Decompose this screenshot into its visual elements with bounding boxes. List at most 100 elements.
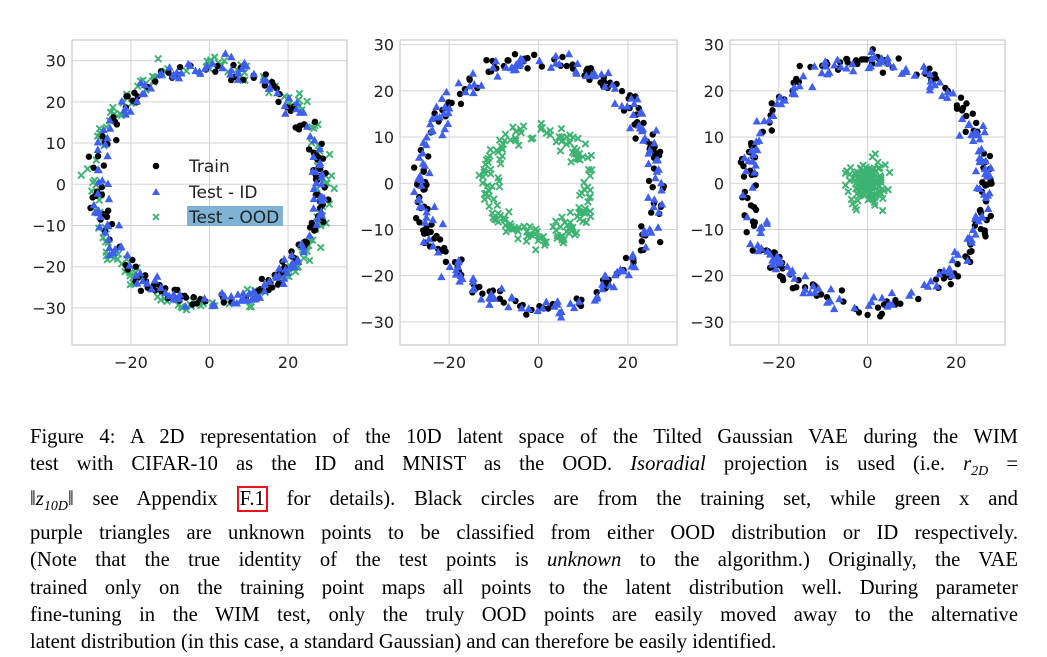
test-id-point — [833, 55, 842, 64]
test-id-point — [752, 137, 761, 145]
test-ood-point — [868, 165, 877, 174]
train-point — [915, 295, 922, 303]
test-id-point — [657, 199, 667, 208]
test-id-point — [790, 82, 799, 91]
train-point — [823, 293, 831, 301]
test-id-point — [564, 49, 574, 58]
test-ood-point — [546, 131, 555, 139]
train-point — [90, 164, 97, 171]
test-ood-point — [492, 146, 501, 155]
test-id-point — [421, 218, 430, 226]
test-id-point — [437, 272, 446, 281]
test-id-point — [136, 268, 145, 277]
test-id-point — [317, 173, 326, 181]
test-ood-point — [568, 148, 577, 157]
test-id-point — [174, 73, 184, 82]
test-id-point — [442, 87, 451, 96]
test-id-point — [657, 178, 666, 187]
train-point — [274, 281, 282, 288]
test-ood-point — [584, 165, 593, 174]
test-id-point — [99, 125, 108, 134]
train-point — [982, 233, 989, 240]
test-id-point — [114, 220, 124, 229]
test-ood-point — [881, 161, 890, 169]
train-point — [320, 218, 327, 225]
test-id-point — [835, 294, 844, 303]
test-id-point — [610, 99, 620, 107]
test-id-point — [932, 281, 941, 290]
appendix-link[interactable]: F.1 — [236, 485, 268, 512]
test-id-point — [410, 187, 419, 195]
test-ood-point — [867, 194, 876, 202]
test-id-point — [260, 286, 269, 295]
test-ood-point — [478, 179, 487, 187]
test-ood-point — [492, 216, 501, 224]
train-point — [287, 107, 294, 115]
test-id-point — [757, 244, 766, 252]
test-id-point — [465, 82, 474, 90]
train-point — [98, 183, 106, 191]
test-ood-point — [77, 171, 86, 180]
test-id-point — [309, 194, 319, 203]
test-id-point — [419, 237, 428, 246]
x-tick-label: 20 — [278, 353, 298, 372]
test-id-point — [870, 52, 879, 61]
test-id-point — [429, 241, 438, 250]
train-point — [648, 209, 655, 216]
train-point — [152, 78, 159, 85]
test-id-point — [444, 108, 453, 117]
test-id-point — [848, 59, 857, 68]
test-id-point — [317, 208, 326, 217]
train-point — [129, 256, 136, 264]
test-id-point — [440, 124, 449, 133]
test-ood-point — [502, 227, 511, 236]
test-ood-point — [497, 142, 506, 151]
test-ood-point — [483, 181, 492, 190]
test-ood-point — [542, 238, 550, 246]
test-id-point — [805, 288, 815, 297]
test-ood-point — [567, 226, 576, 235]
train-point — [793, 284, 800, 291]
train-point — [790, 79, 797, 86]
train-point — [618, 87, 626, 95]
test-id-point — [842, 64, 851, 72]
test-id-point — [271, 271, 281, 280]
test-id-point — [640, 229, 649, 237]
test-id-point — [438, 219, 448, 228]
test-id-point — [157, 69, 166, 77]
test-id-point — [445, 103, 454, 112]
test-id-point — [551, 51, 560, 60]
test-id-point — [414, 195, 423, 204]
test-ood-point — [536, 234, 545, 242]
test-id-point — [240, 58, 249, 67]
test-id-point — [752, 116, 761, 125]
train-point — [524, 65, 531, 72]
test-id-point — [469, 88, 478, 97]
train-point — [85, 153, 93, 160]
test-id-point — [177, 69, 186, 77]
test-id-point — [426, 119, 435, 128]
train-point — [860, 56, 868, 63]
test-id-point — [907, 288, 916, 296]
test-id-point — [247, 295, 256, 303]
y-tick-label: −20 — [32, 258, 66, 277]
test-id-point — [772, 252, 782, 260]
test-ood-point — [584, 198, 592, 206]
test-id-point — [550, 302, 559, 310]
test-id-point — [874, 59, 883, 67]
test-id-point — [636, 108, 645, 117]
x-tick-label: 20 — [946, 353, 966, 372]
train-point — [649, 184, 656, 191]
test-id-point — [556, 312, 566, 321]
test-id-point — [645, 145, 654, 154]
test-id-point — [105, 243, 114, 251]
test-id-point — [753, 241, 762, 249]
test-id-point — [939, 266, 949, 275]
test-id-point — [430, 202, 439, 210]
test-id-point — [974, 216, 983, 225]
train-point — [240, 76, 247, 84]
test-ood-point — [580, 207, 589, 216]
test-id-point — [780, 96, 789, 104]
test-id-point — [935, 78, 944, 86]
test-id-point — [771, 264, 781, 273]
